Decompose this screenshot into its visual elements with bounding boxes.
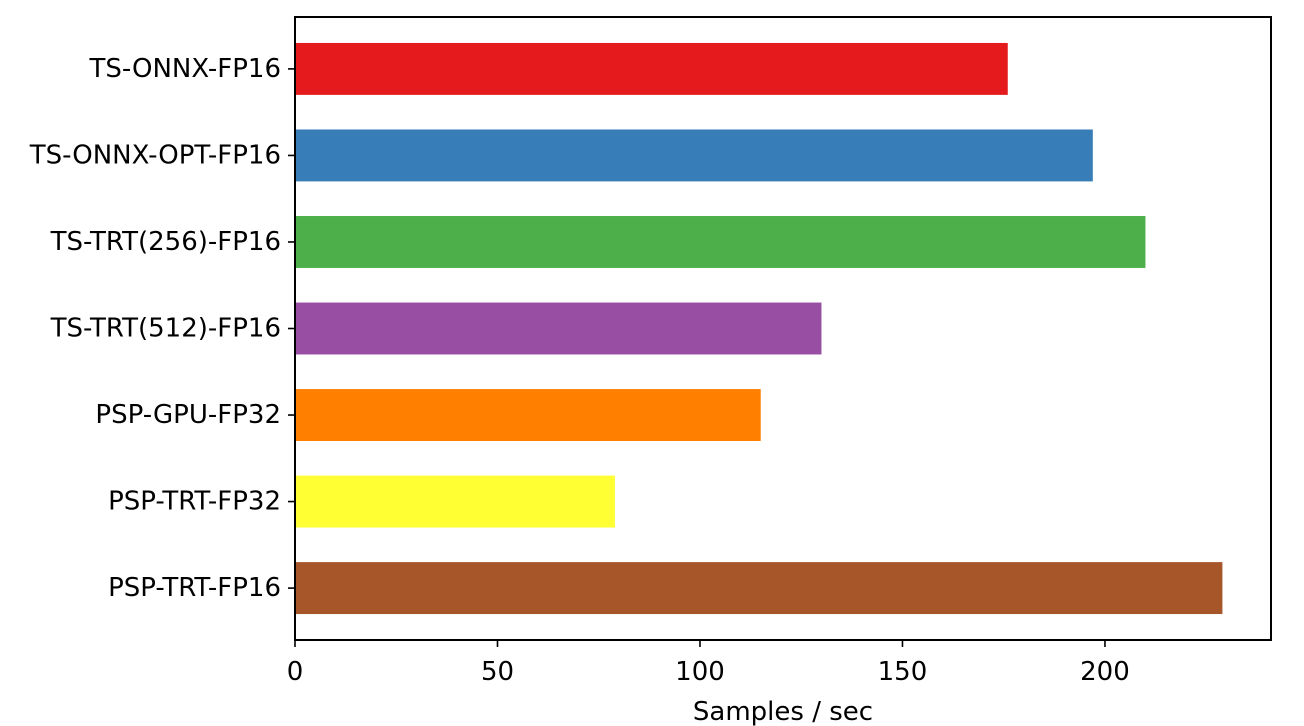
x-tick-label: 0 (287, 657, 304, 687)
bar-ts-onnx-fp16 (295, 42, 1008, 95)
bar-ts-onnx-opt-fp16 (295, 129, 1093, 182)
bar-ts-trt-256-fp16 (295, 216, 1146, 268)
y-tick-label: PSP-TRT-FP16 (108, 573, 281, 603)
y-tick-label: PSP-TRT-FP32 (108, 487, 281, 517)
bar-ts-trt-512-fp16 (295, 302, 822, 355)
bar-psp-gpu-fp32 (295, 389, 761, 441)
x-tick-label: 100 (675, 657, 725, 687)
y-tick-label: PSP-GPU-FP32 (95, 400, 281, 430)
y-tick-label: TS-ONNX-FP16 (89, 54, 281, 84)
y-tick-label: TS-TRT(256)-FP16 (50, 227, 281, 257)
bar-psp-trt-fp32 (295, 475, 615, 528)
x-axis-ticks: 0 50 100 150 200 (287, 640, 1130, 687)
bar-psp-trt-fp16 (295, 562, 1223, 615)
plot-frame (294, 16, 1272, 641)
y-tick-label: TS-TRT(512)-FP16 (50, 314, 281, 344)
y-tick-label: TS-ONNX-OPT-FP16 (29, 140, 281, 170)
x-tick-label: 200 (1080, 657, 1130, 687)
bars-group (295, 42, 1223, 615)
x-axis-label: Samples / sec (693, 697, 873, 726)
x-tick-label: 150 (878, 657, 928, 687)
y-axis-ticks: TS-ONNX-FP16 TS-ONNX-OPT-FP16 TS-TRT(256)-… (29, 54, 295, 603)
x-tick-label: 50 (481, 657, 514, 687)
